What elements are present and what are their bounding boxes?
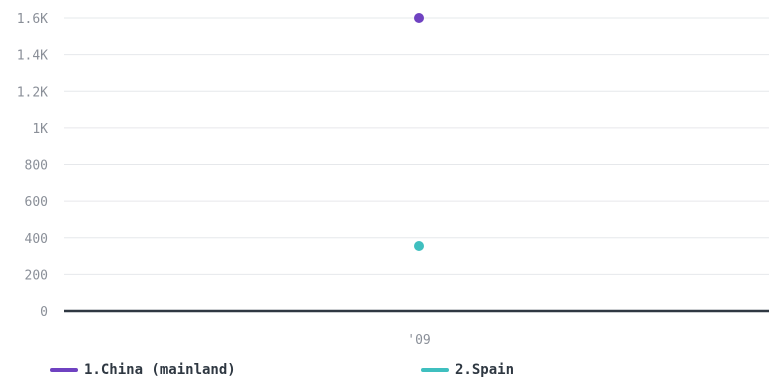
x-axis-ticks: '09: [407, 333, 430, 348]
gridlines: [64, 17, 769, 275]
y-tick-label: 400: [25, 232, 48, 247]
y-tick-label: 1.6K: [17, 12, 48, 27]
y-tick-label: 200: [25, 268, 48, 283]
y-tick-label: 1.2K: [17, 85, 48, 100]
legend-swatch-series-2: [421, 368, 449, 372]
data-point-series-1[interactable]: [414, 13, 424, 23]
data-points: [414, 13, 424, 251]
data-point-series-2[interactable]: [414, 240, 424, 251]
scatter-chart: 0 200 400 600 800 1K 1.2K 1.4K 1.6K '09: [17, 12, 769, 348]
y-tick-label: 1K: [32, 122, 48, 137]
y-tick-label: 800: [25, 159, 48, 174]
legend-swatch-series-1: [50, 368, 78, 372]
y-tick-label: 1.4K: [17, 49, 48, 64]
legend-label-series-1: 1.China (mainland): [84, 362, 236, 378]
legend-label-series-2: 2.Spain: [455, 362, 515, 378]
legend: 1.China (mainland) 2.Spain: [0, 362, 769, 384]
legend-item-series-2[interactable]: 2.Spain: [421, 362, 514, 378]
y-tick-label: 600: [25, 195, 48, 210]
x-tick-label: '09: [407, 333, 430, 348]
y-tick-label: 0: [40, 305, 48, 320]
legend-item-series-1[interactable]: 1.China (mainland): [50, 362, 236, 378]
y-axis-ticks: 0 200 400 600 800 1K 1.2K 1.4K 1.6K: [17, 12, 48, 320]
